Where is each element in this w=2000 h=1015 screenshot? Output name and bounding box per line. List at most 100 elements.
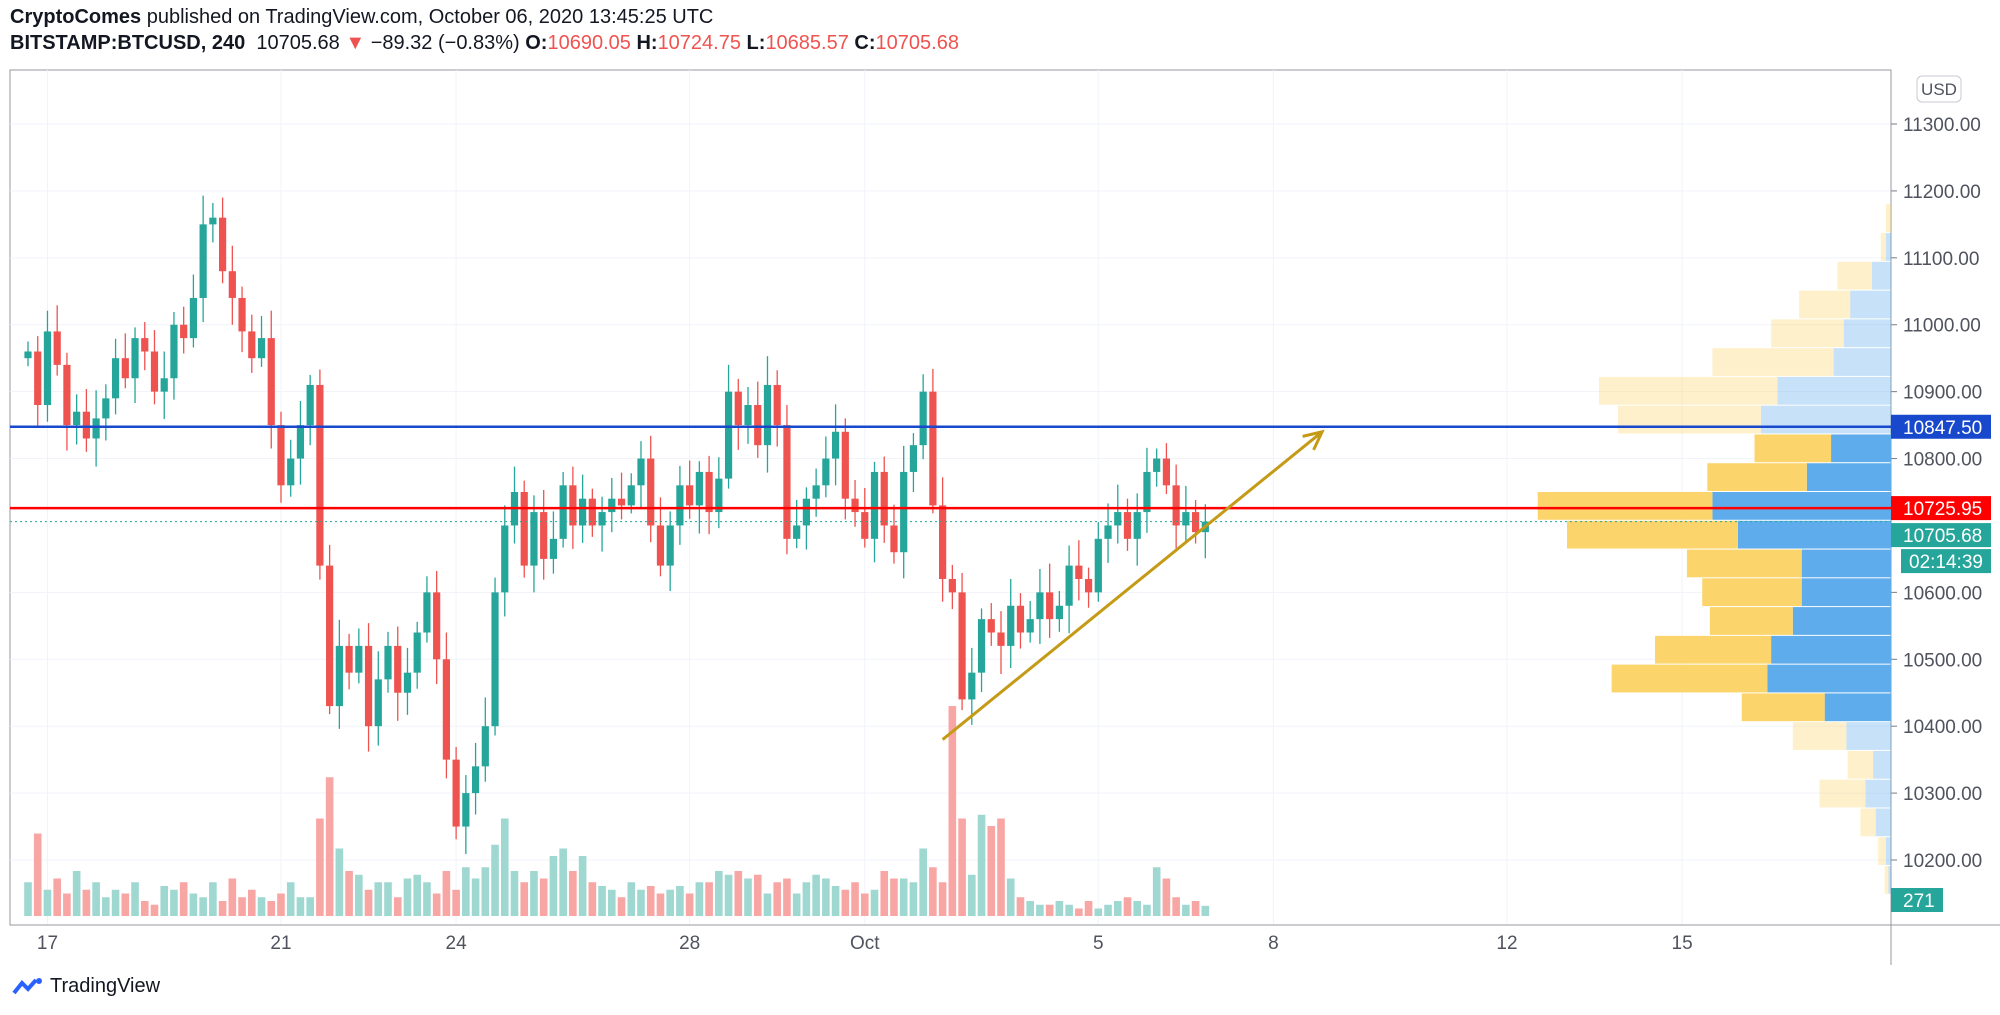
volume-bar — [1172, 897, 1180, 916]
candle-body — [734, 391, 742, 426]
candle-body — [335, 645, 343, 707]
candle-body — [939, 505, 947, 579]
volume-bar — [588, 882, 597, 916]
volume-profile-down-bar — [1831, 434, 1891, 463]
candle-body — [403, 672, 412, 693]
volume-bar — [24, 882, 32, 916]
volume-bar — [549, 856, 558, 916]
volume-bar — [462, 867, 470, 916]
candle-body — [841, 431, 849, 499]
low-label: L: — [746, 32, 766, 54]
author-name[interactable]: CryptoComes — [10, 6, 142, 28]
candle-body — [53, 331, 61, 365]
last-price-label: 10705.68 — [1903, 526, 1982, 547]
volume-bar — [335, 848, 344, 916]
time-tick-label: 12 — [1496, 933, 1517, 954]
candle-body — [1143, 471, 1151, 513]
volume-profile-down-bar — [1712, 492, 1891, 520]
volume-bar — [1036, 904, 1044, 916]
volume-profile-down-bar — [1806, 463, 1891, 492]
volume-bar — [822, 878, 830, 916]
candle-body — [1065, 565, 1073, 606]
volume-bar — [773, 882, 782, 916]
candle-body — [180, 324, 188, 339]
volume-bar — [530, 871, 538, 916]
volume-bar — [1143, 904, 1151, 916]
volume-bar — [510, 871, 519, 916]
volume-profile-down-bar — [1801, 549, 1891, 578]
candle-body — [501, 525, 509, 593]
volume-bar — [715, 871, 723, 916]
volume-bar — [909, 882, 918, 916]
volume-profile-down-bar — [1833, 348, 1891, 376]
candle-body — [1075, 565, 1083, 579]
candle-body — [831, 431, 840, 459]
close-value: 10705.68 — [875, 32, 959, 54]
candle-body — [608, 498, 616, 513]
candle-body — [326, 565, 334, 707]
time-tick-label: 5 — [1093, 933, 1104, 954]
volume-bar — [977, 814, 986, 916]
volume-profile-down-bar — [1885, 233, 1891, 261]
down-triangle-icon: ▼ — [345, 32, 366, 54]
volume-profile-up-bar — [1618, 405, 1761, 434]
volume-bar — [43, 889, 52, 916]
volume-profile-down-bar — [1843, 319, 1891, 348]
volume-bar — [783, 878, 791, 916]
price-tick-label: 10500.00 — [1903, 650, 1982, 671]
candle-body — [958, 592, 966, 700]
volume-bar — [938, 882, 947, 916]
trend-arrow-head-icon — [1302, 429, 1325, 451]
volume-profile-up-bar — [1741, 693, 1825, 722]
candle-body — [442, 659, 450, 760]
volume-profile-up-bar — [1754, 434, 1832, 463]
time-tick-label: 17 — [37, 933, 58, 954]
candle-body — [1036, 592, 1044, 620]
volume-bar — [150, 904, 159, 916]
symbol-name[interactable]: BITSTAMP:BTCUSD, 240 — [10, 32, 246, 54]
volume-bar — [841, 889, 850, 916]
candle-body — [579, 498, 587, 526]
volume-bar — [481, 867, 490, 916]
currency-badge — [1916, 75, 1962, 103]
time-tick-label: 21 — [270, 933, 291, 954]
volume-bar — [666, 889, 674, 916]
volume-profile-up-bar — [1837, 261, 1872, 290]
volume-bar — [63, 893, 71, 916]
volume-profile-up-bar — [1860, 808, 1876, 837]
volume-bar — [1016, 897, 1025, 916]
candle-body — [909, 445, 918, 472]
candle-body — [82, 411, 90, 439]
volume-bar — [987, 826, 996, 916]
candle-body — [822, 458, 830, 486]
candle-body — [1123, 512, 1132, 539]
candle-body — [102, 398, 110, 419]
price-tick-label: 11300.00 — [1903, 115, 1981, 136]
volume-bar — [102, 897, 110, 916]
volume-bar — [403, 878, 412, 916]
candle-body — [1172, 485, 1180, 526]
tradingview-logo[interactable]: TradingView — [12, 975, 160, 998]
volume-profile-up-bar — [1598, 376, 1778, 405]
candle-body — [861, 512, 869, 539]
open-label: O: — [525, 32, 548, 54]
candle-body — [987, 619, 995, 633]
volume-profile-up-bar — [1847, 750, 1874, 779]
candle-body — [1055, 605, 1063, 620]
volume-bar — [247, 889, 256, 916]
volume-profile-up-bar — [1707, 463, 1807, 492]
candle-body — [870, 471, 879, 539]
volume-bar — [355, 874, 363, 916]
resistance-price-label-bg — [1891, 414, 1991, 439]
candle-body — [374, 679, 382, 727]
price-tick-label: 11000.00 — [1903, 316, 1981, 337]
volume-bar — [948, 706, 957, 916]
volume-bar — [384, 882, 392, 916]
volume-bar — [1191, 901, 1200, 916]
candle-body — [150, 351, 159, 392]
volume-bar — [1094, 908, 1103, 916]
volume-bar — [958, 818, 966, 916]
candle-body — [851, 498, 859, 513]
volume-profile-up-bar — [1537, 492, 1713, 520]
